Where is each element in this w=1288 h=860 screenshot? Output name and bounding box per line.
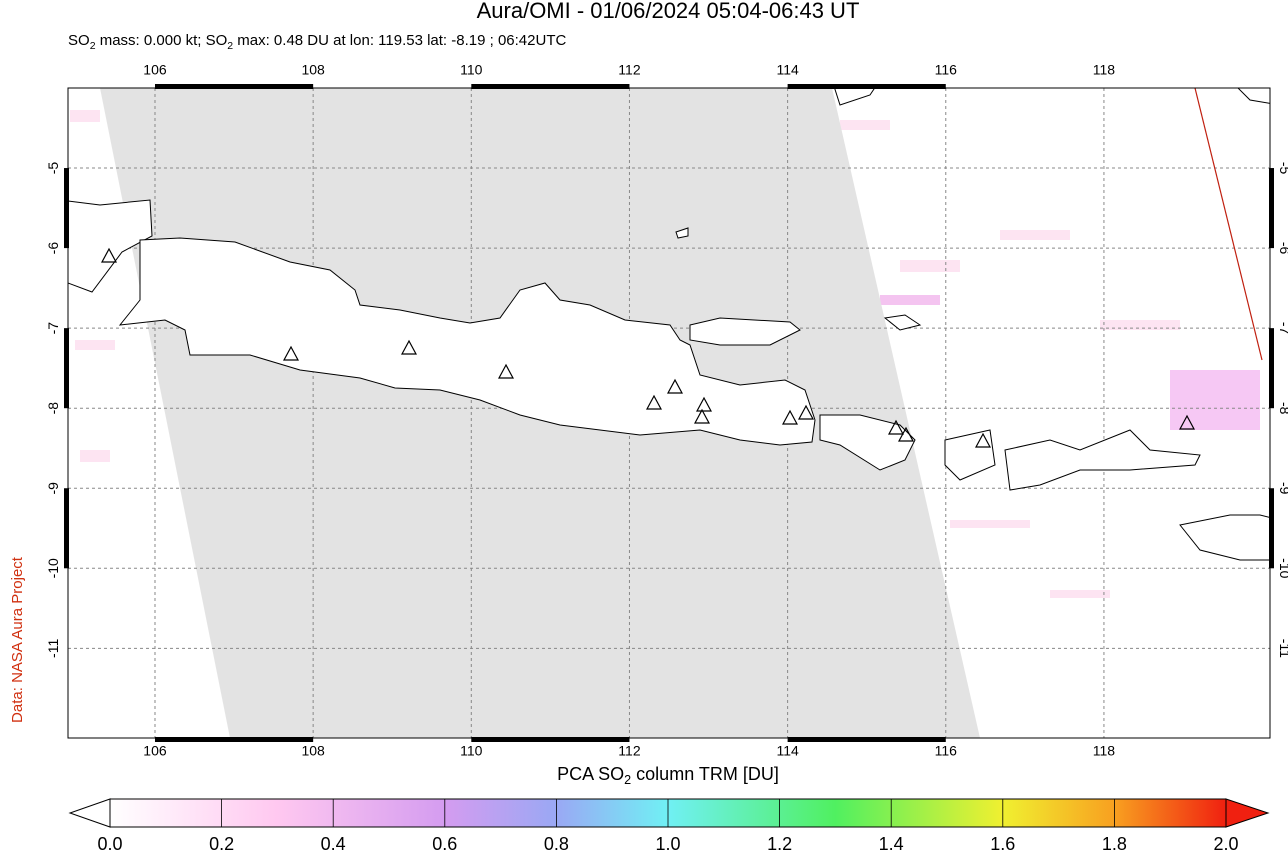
frame-bar [787, 737, 946, 742]
lon-label: 106 [143, 62, 167, 78]
colorbar-label: PCA SO2 column TRM [DU] [557, 764, 779, 787]
lon-label: 108 [301, 62, 325, 78]
sumatra [68, 199, 153, 293]
volcano [400, 339, 418, 355]
lat-label: -11 [1277, 639, 1288, 658]
text-part: max: 0.48 DU at lon: 119.53 lat: -8.19 ;… [233, 32, 566, 49]
subscript: 2 [90, 40, 96, 52]
lat-label: -6 [45, 242, 61, 255]
title: Aura/OMI - 01/06/2024 05:04-06:43 UT [477, 0, 860, 23]
volcano [887, 419, 905, 435]
cb-tick-label: 0.4 [321, 834, 346, 854]
volcano [781, 409, 799, 425]
madura [689, 317, 801, 346]
lat-label: -8 [1277, 402, 1288, 415]
islet [883, 314, 922, 331]
lon-label: 116 [935, 62, 958, 78]
volcano [897, 426, 915, 442]
lon-label: 114 [776, 743, 799, 759]
credit: Data: NASA Aura Project [9, 556, 26, 723]
lat-label: -6 [1277, 242, 1288, 255]
lon-label: 112 [618, 62, 641, 78]
frame-bar [64, 168, 69, 249]
cb-over [1225, 798, 1270, 828]
java [118, 237, 816, 446]
lon-label: 110 [460, 62, 483, 78]
frame-bar [154, 737, 314, 742]
noise [70, 110, 1260, 598]
cb-tick-label: 1.8 [1102, 834, 1127, 854]
cb-tick-label: 1.4 [879, 834, 904, 854]
volcano [797, 404, 815, 420]
cb-under [68, 798, 111, 828]
lat-label: -5 [45, 162, 61, 175]
lon-label: 106 [143, 743, 167, 759]
volcano [497, 363, 515, 379]
cb-tick-label: 1.6 [990, 834, 1015, 854]
cb-tick-label: 0.2 [209, 834, 234, 854]
lon-label: 118 [1093, 62, 1116, 78]
lon-label: 108 [301, 743, 325, 759]
map-frame [67, 87, 1271, 739]
volcano [693, 408, 711, 424]
volcano [645, 394, 663, 410]
lombok [944, 429, 996, 481]
volcano [695, 396, 713, 412]
frame-bar [64, 488, 69, 569]
text-part: PCA SO [557, 764, 624, 784]
lat-label: -10 [1277, 558, 1288, 578]
cb-tick-label: 0.8 [544, 834, 569, 854]
frame-bar [1269, 488, 1274, 569]
map-area [68, 88, 1270, 738]
lat-label: -7 [1277, 322, 1288, 335]
lat-label: -7 [45, 322, 61, 335]
volcano [974, 432, 992, 448]
frame-bar [787, 84, 946, 89]
lat-label: -10 [45, 558, 61, 578]
subscript: 2 [624, 773, 631, 787]
cb-tick-label: 0.0 [97, 834, 122, 854]
cb-tick-label: 0.6 [432, 834, 457, 854]
text-part: mass: 0.000 kt; SO [96, 32, 228, 49]
lat-label: -11 [45, 639, 61, 658]
lon-label: 112 [618, 743, 641, 759]
sumba [1179, 514, 1270, 561]
lon-label: 114 [776, 62, 799, 78]
frame-bar [154, 84, 314, 89]
volcano [666, 378, 684, 394]
lon-label: 118 [1093, 743, 1116, 759]
subtitle: SO2 mass: 0.000 kt; SO2 max: 0.48 DU at … [68, 32, 566, 52]
volcano [282, 345, 300, 361]
kalimantan [834, 88, 876, 106]
lat-label: -9 [1277, 482, 1288, 495]
frame-bar [471, 737, 630, 742]
frame-bar [64, 328, 69, 409]
lat-label: -9 [45, 482, 61, 495]
volcano [100, 247, 118, 263]
lon-label: 110 [460, 743, 483, 759]
orbit-line [1194, 88, 1263, 361]
lon-label: 116 [935, 743, 958, 759]
sumbawa [1004, 429, 1201, 491]
text-part: column TRM [DU] [631, 764, 779, 784]
lat-label: -5 [1277, 162, 1288, 175]
frame-bar [1269, 328, 1274, 409]
subscript: 2 [227, 40, 233, 52]
islet [675, 227, 689, 239]
cb-tick-label: 1.2 [767, 834, 792, 854]
frame-bar [471, 84, 630, 89]
kalimantan-east [1237, 88, 1270, 104]
lat-label: -8 [45, 402, 61, 415]
cb-tick-label: 2.0 [1213, 834, 1238, 854]
volcano [1178, 414, 1196, 430]
text-part: SO [68, 32, 90, 49]
cb-tick-label: 1.0 [655, 834, 680, 854]
frame-bar [1269, 168, 1274, 249]
